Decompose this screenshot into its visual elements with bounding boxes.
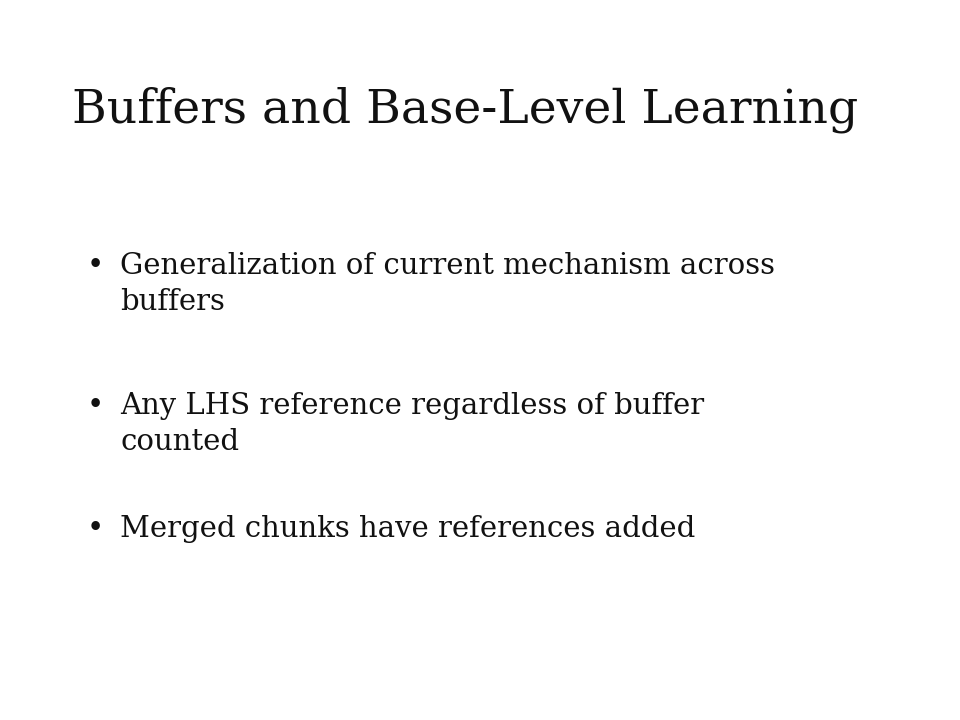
Text: Buffers and Base-Level Learning: Buffers and Base-Level Learning xyxy=(72,86,858,133)
Text: •: • xyxy=(86,392,104,420)
Text: •: • xyxy=(86,252,104,280)
Text: •: • xyxy=(86,515,104,543)
Text: Any LHS reference regardless of buffer
counted: Any LHS reference regardless of buffer c… xyxy=(120,392,704,456)
Text: Generalization of current mechanism across
buffers: Generalization of current mechanism acro… xyxy=(120,252,775,315)
Text: Merged chunks have references added: Merged chunks have references added xyxy=(120,515,695,543)
